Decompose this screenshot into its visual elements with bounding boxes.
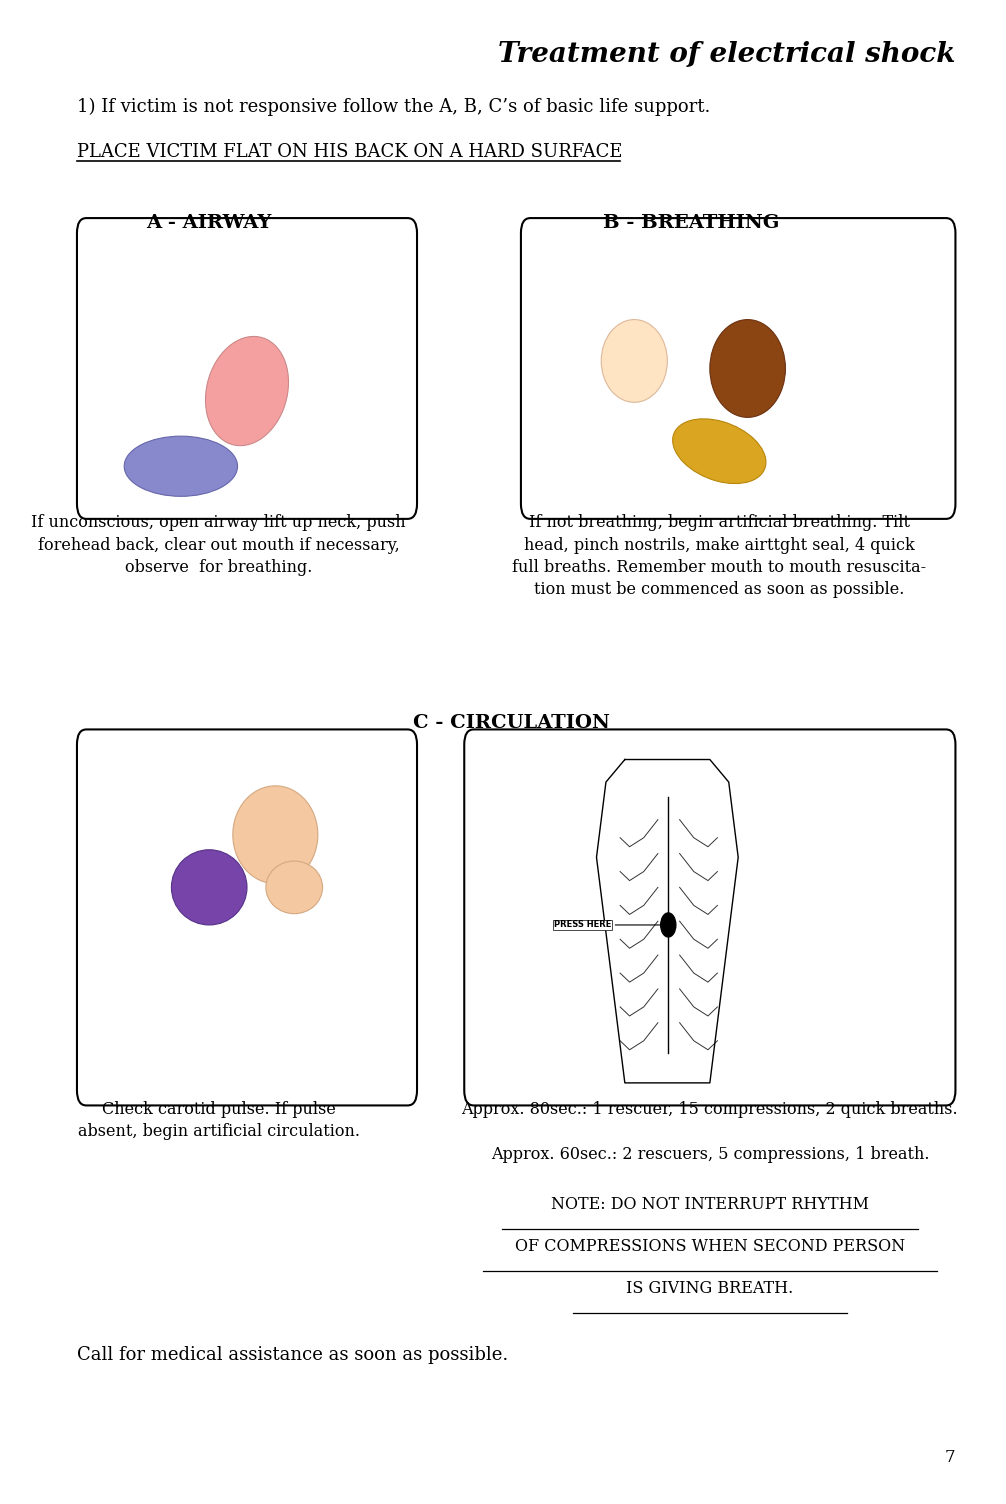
FancyBboxPatch shape [77,218,417,519]
Ellipse shape [673,418,766,484]
Text: 7: 7 [945,1450,956,1466]
Text: Call for medical assistance as soon as possible.: Call for medical assistance as soon as p… [77,1346,508,1364]
Text: If not breathing, begin artificial breathing. Tilt
head, pinch nostrils, make ai: If not breathing, begin artificial breat… [512,514,927,599]
Text: Approx. 80sec.: 1 rescuer, 15 compressions, 2 quick breaths.: Approx. 80sec.: 1 rescuer, 15 compressio… [462,1101,958,1117]
Text: B - BREATHING: B - BREATHING [603,214,779,232]
FancyBboxPatch shape [464,729,956,1105]
Text: IS GIVING BREATH.: IS GIVING BREATH. [626,1280,794,1296]
Text: PRESS HERE: PRESS HERE [554,920,664,929]
Ellipse shape [171,850,247,925]
Text: A - AIRWAY: A - AIRWAY [147,214,272,232]
Ellipse shape [124,436,237,496]
FancyBboxPatch shape [521,218,956,519]
Ellipse shape [232,785,318,884]
Text: Treatment of electrical shock: Treatment of electrical shock [498,41,956,68]
Text: Check carotid pulse. If pulse
absent, begin artificial circulation.: Check carotid pulse. If pulse absent, be… [77,1101,360,1140]
Text: C - CIRCULATION: C - CIRCULATION [413,714,610,732]
Text: OF COMPRESSIONS WHEN SECOND PERSON: OF COMPRESSIONS WHEN SECOND PERSON [515,1238,905,1254]
Ellipse shape [205,337,289,445]
Text: PLACE VICTIM FLAT ON HIS BACK ON A HARD SURFACE: PLACE VICTIM FLAT ON HIS BACK ON A HARD … [77,143,623,161]
Text: NOTE: DO NOT INTERRUPT RHYTHM: NOTE: DO NOT INTERRUPT RHYTHM [551,1196,869,1212]
Text: Approx. 60sec.: 2 rescuers, 5 compressions, 1 breath.: Approx. 60sec.: 2 rescuers, 5 compressio… [491,1146,930,1163]
Circle shape [661,913,676,937]
Ellipse shape [602,320,667,402]
FancyBboxPatch shape [77,729,417,1105]
Text: If unconscious, open airway lift up neck, push
forehead back, clear out mouth if: If unconscious, open airway lift up neck… [31,514,406,576]
Ellipse shape [710,319,786,418]
Text: 1) If victim is not responsive follow the A, B, C’s of basic life support.: 1) If victim is not responsive follow th… [77,98,710,116]
Ellipse shape [266,860,323,914]
